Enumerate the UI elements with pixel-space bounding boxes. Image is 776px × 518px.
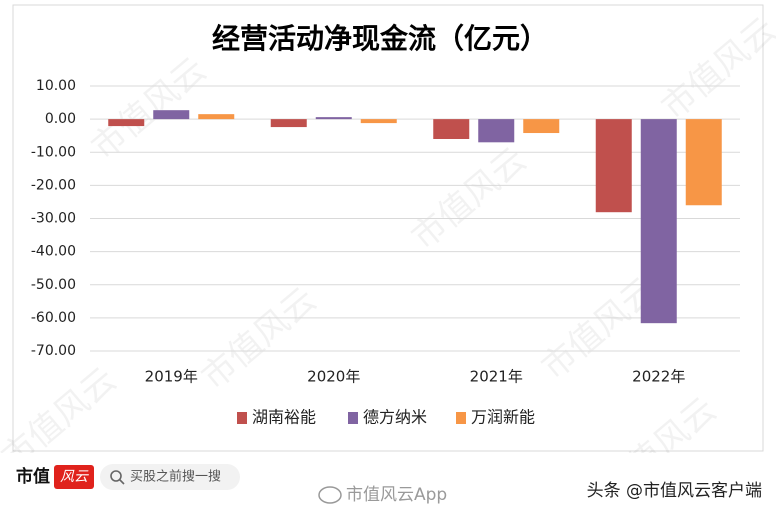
search-icon xyxy=(119,479,125,485)
x-tick-label: 2022年 xyxy=(632,368,685,386)
chart-frame xyxy=(12,4,764,452)
legend-swatch xyxy=(456,412,466,424)
legend-label: 万润新能 xyxy=(471,408,535,427)
bar xyxy=(108,119,145,127)
y-tick-label: -40.00 xyxy=(31,244,76,260)
bar xyxy=(153,110,190,120)
bar xyxy=(595,119,632,213)
plot: 10.00 0.00 -10.00 -20.00 -30.00 -40.00 -50.00 -… xyxy=(31,78,740,427)
x-tick-label: 2019年 xyxy=(145,368,198,386)
bar xyxy=(315,117,352,120)
legend-swatch xyxy=(348,412,358,424)
y-tick-label: -50.00 xyxy=(31,277,76,293)
bar xyxy=(523,119,560,134)
y-tick-label: 10.00 xyxy=(36,78,76,94)
brand-badge: 风云 xyxy=(60,469,89,485)
legend-swatch xyxy=(237,412,247,424)
chart-title: 经营活动净现金流（亿元） xyxy=(212,22,548,55)
y-tick-label: 0.00 xyxy=(45,111,76,127)
bar xyxy=(360,119,397,124)
bar xyxy=(685,119,722,206)
legend-label: 德方纳米 xyxy=(363,408,427,427)
bar xyxy=(198,114,235,120)
search-box[interactable] xyxy=(100,464,240,490)
y-tick-label: -30.00 xyxy=(31,211,76,227)
search-icon xyxy=(110,470,122,482)
y-tick-label: -60.00 xyxy=(31,310,76,326)
bar xyxy=(640,119,677,324)
brand: 市值 xyxy=(16,466,50,487)
legend-label: 湖南裕能 xyxy=(252,408,316,427)
bar xyxy=(270,119,307,128)
app-name: 市值风云App xyxy=(346,485,447,505)
y-tick-label: -10.00 xyxy=(31,144,76,160)
y-tick-label: -70.00 xyxy=(31,343,76,359)
brand-badge-bg xyxy=(54,465,94,489)
y-tick-label: -20.00 xyxy=(31,177,76,193)
app-icon xyxy=(318,486,342,504)
bar xyxy=(433,119,470,139)
x-tick-label: 2021年 xyxy=(470,368,523,386)
search-text: 买股之前搜一搜 xyxy=(130,469,221,485)
bar xyxy=(478,119,515,143)
account: 头条 @市值风云客户端 xyxy=(587,481,762,501)
x-tick-label: 2020年 xyxy=(307,368,360,386)
